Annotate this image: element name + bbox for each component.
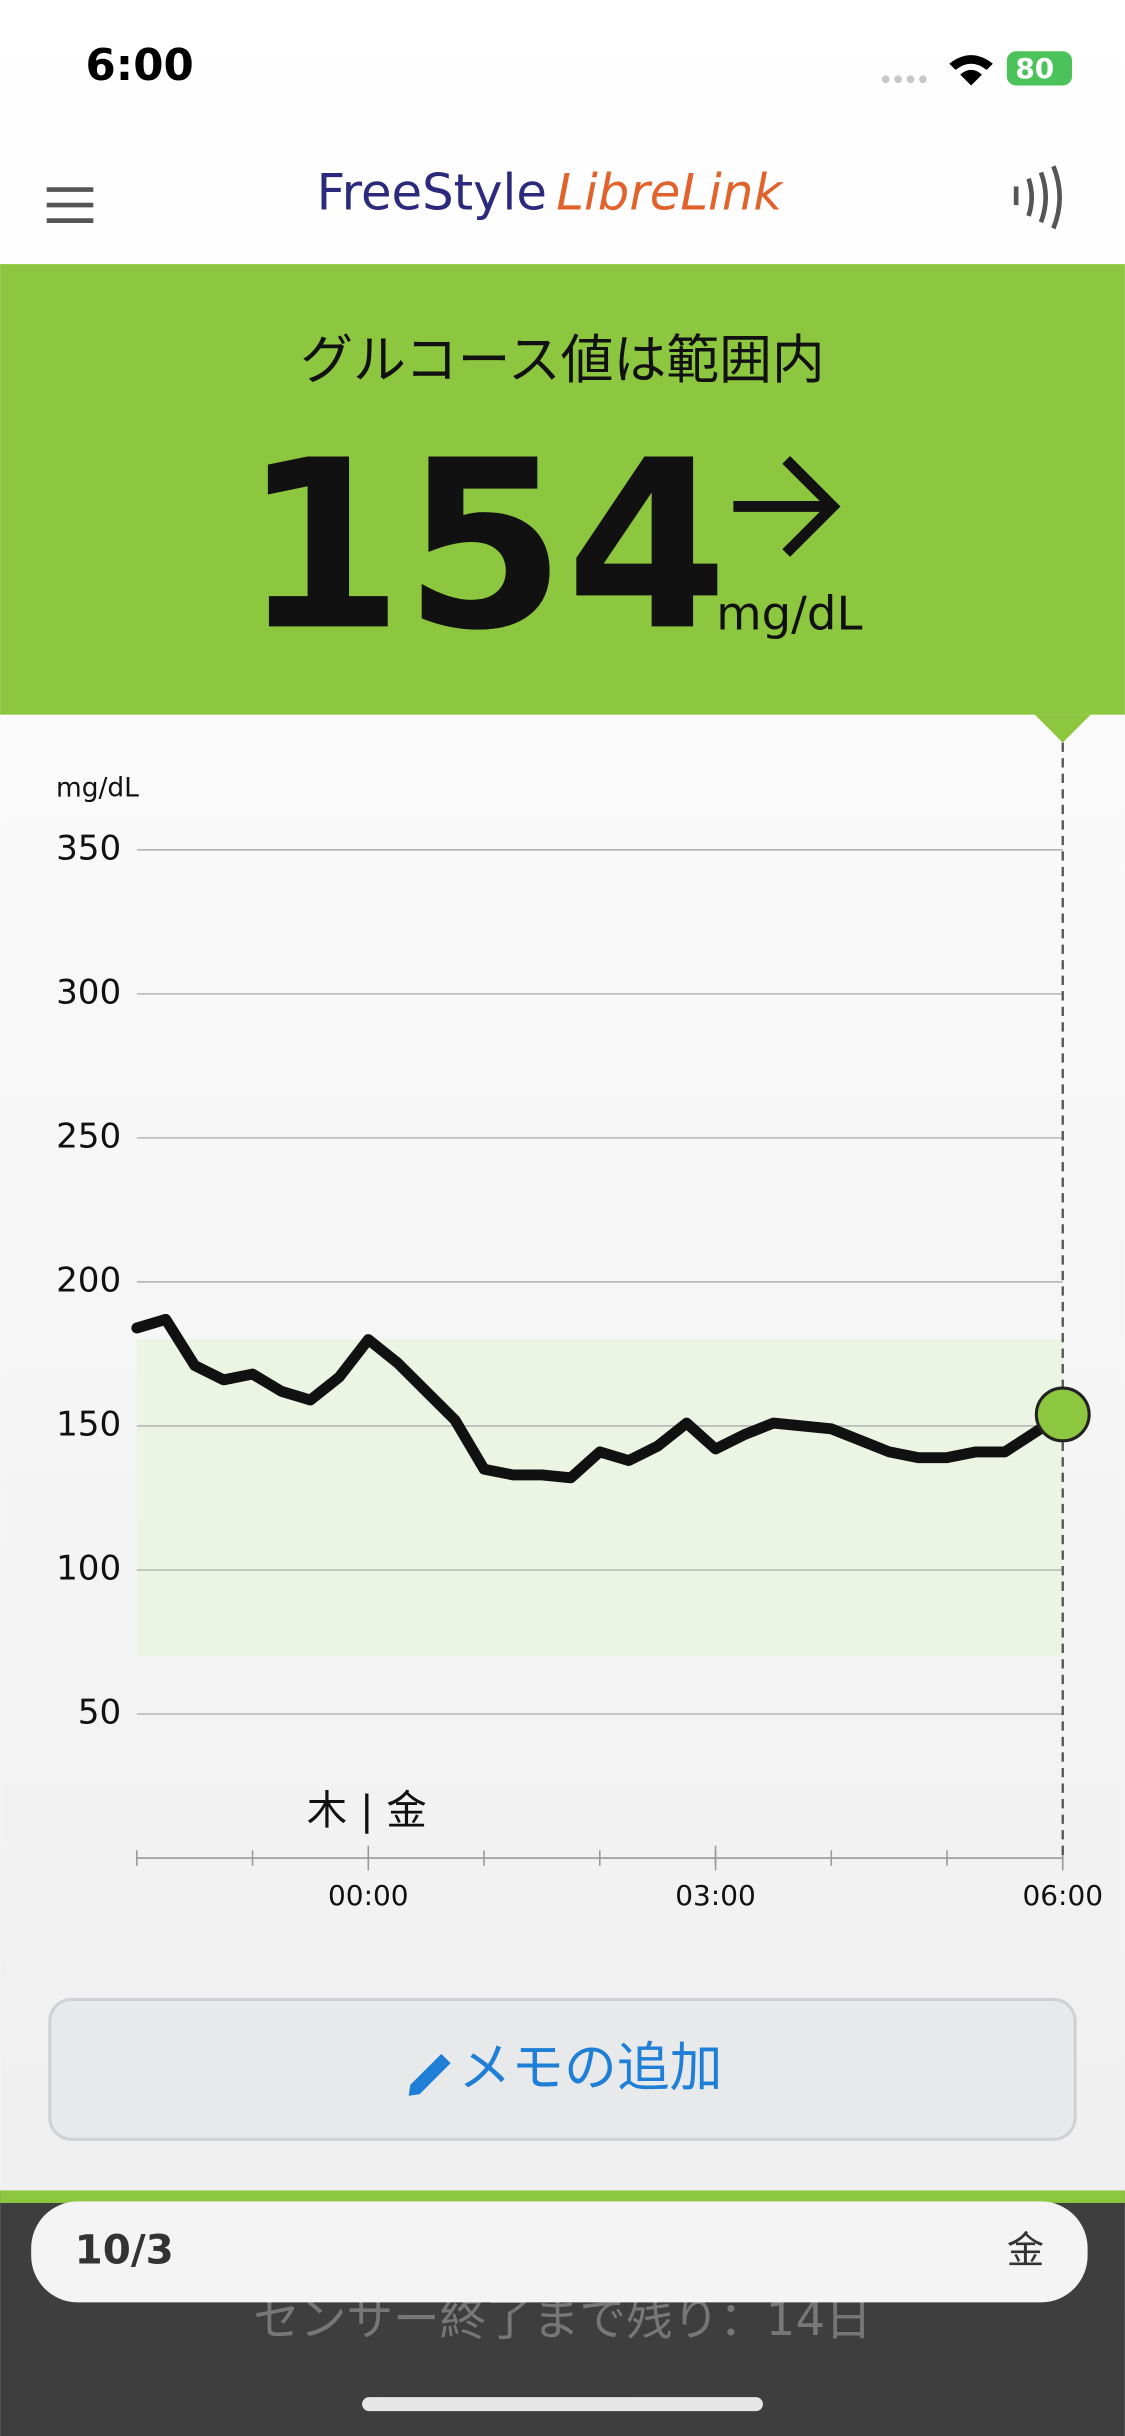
- chart: 50 100 150 200 250 300 350 00:00 03:00 06:00: [56, 742, 1103, 1912]
- menu-icon[interactable]: [46, 187, 94, 223]
- battery-icon: [1006, 51, 1073, 86]
- x-tick-label: 00:00: [328, 1879, 409, 1912]
- home-indicator: [362, 2397, 763, 2412]
- glucose-line: [131, 1313, 1069, 1484]
- y-tick-label: 100: [56, 1548, 121, 1588]
- memo-button[interactable]: [48, 1997, 1077, 2141]
- weekday-label: 金: [1007, 2228, 1044, 2272]
- pencil-icon: [408, 2053, 451, 2096]
- status-banner: [0, 264, 1125, 715]
- x-tick-label: 06:00: [1022, 1879, 1103, 1912]
- day-annotation: 木 | 金: [307, 1787, 427, 1834]
- banner-pointer: [1034, 714, 1091, 743]
- y-tick-label: 250: [56, 1116, 121, 1156]
- status-time: 6:00: [86, 41, 194, 91]
- y-tick-label: 350: [56, 828, 121, 868]
- battery-level: 80: [1015, 52, 1054, 85]
- y-tick-label: 200: [56, 1260, 121, 1300]
- glucose-unit: mg/dL: [716, 586, 862, 640]
- y-tick-label: 300: [56, 972, 121, 1012]
- brand-freestyle: FreeStyle: [317, 163, 547, 221]
- memo-button-label[interactable]: メモの追加: [458, 2038, 722, 2099]
- range-status: グルコース値は範囲内: [300, 330, 824, 391]
- sensor-strip: [0, 2190, 1125, 2203]
- y-tick-label: 50: [78, 1693, 121, 1733]
- y-axis-unit: mg/dL: [56, 773, 139, 804]
- trend-arrow: [733, 456, 841, 557]
- brand-librelink: LibreLink: [556, 163, 784, 221]
- x-tick-label: 03:00: [675, 1879, 756, 1912]
- current-point: [1034, 1386, 1091, 1443]
- y-tick-label: 150: [56, 1404, 121, 1444]
- scan-icon[interactable]: [1013, 165, 1062, 230]
- wifi-icon: [949, 55, 993, 86]
- date-pill: [31, 2201, 1088, 2303]
- signal-dots: [881, 75, 927, 84]
- glucose-value: 154: [242, 410, 728, 681]
- date-label: 10/3: [75, 2227, 174, 2274]
